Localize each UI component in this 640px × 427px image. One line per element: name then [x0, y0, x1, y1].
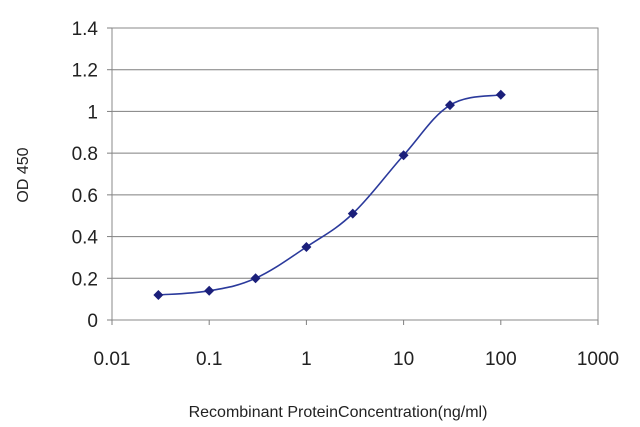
y-tick-label: 0.4 — [72, 228, 99, 249]
x-tick-label: 1000 — [577, 349, 619, 370]
series-group — [153, 89, 506, 300]
x-tick-label: 100 — [485, 349, 517, 370]
series-line — [158, 93, 501, 296]
x-tick-label: 10 — [393, 349, 414, 370]
data-point — [398, 150, 409, 161]
y-axis-title: OD 450 — [15, 147, 32, 202]
y-tick-label: 1.4 — [72, 19, 99, 40]
plot-area — [111, 27, 599, 321]
gridlines — [112, 27, 598, 279]
y-axis: 0 0.2 0.4 0.6 0.8 1 1.2 1.4 — [72, 19, 112, 332]
data-point — [301, 242, 312, 252]
y-tick-label: 1 — [87, 102, 98, 123]
y-tick-label: 0 — [87, 311, 98, 332]
y-tick-label: 0.2 — [72, 269, 98, 290]
data-point — [204, 285, 215, 296]
data-point — [347, 208, 358, 219]
data-point — [444, 100, 455, 111]
y-tick-label: 0.6 — [72, 186, 98, 207]
x-axis-title: Recombinant ProteinConcentration(ng/ml) — [189, 404, 488, 421]
x-tick-label: 0.1 — [196, 349, 222, 370]
data-point — [153, 289, 164, 300]
data-point — [250, 273, 261, 284]
x-tick-label: 1 — [301, 349, 312, 370]
y-tick-label: 1.2 — [72, 61, 98, 82]
data-point — [495, 89, 506, 100]
x-tick-label: 0.01 — [94, 349, 131, 370]
x-axis: 0.01 0.1 1 10 100 1000 — [94, 320, 619, 370]
y-tick-label: 0.8 — [72, 144, 98, 165]
